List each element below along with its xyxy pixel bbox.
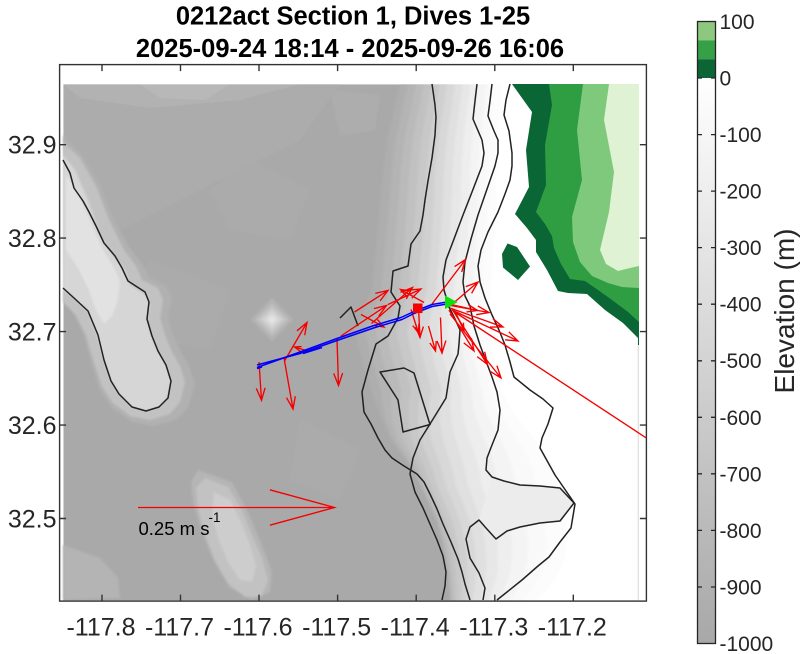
svg-text:2025-09-24 18:14 - 2025-09-26: 2025-09-24 18:14 - 2025-09-26 16:06 (136, 35, 564, 63)
svg-text:32.8: 32.8 (8, 225, 57, 253)
svg-text:-300: -300 (720, 237, 762, 260)
svg-text:0.25 m s: 0.25 m s (139, 518, 210, 539)
svg-text:-117.6: -117.6 (223, 614, 292, 642)
svg-text:-200: -200 (720, 181, 762, 204)
svg-text:-100: -100 (720, 124, 762, 147)
svg-text:-900: -900 (720, 577, 762, 600)
svg-text:32.6: 32.6 (8, 412, 57, 440)
svg-text:32.7: 32.7 (8, 319, 57, 347)
svg-text:-400: -400 (720, 294, 762, 317)
svg-text:-1: -1 (209, 510, 221, 525)
svg-text:0212act Section 1, Dives 1-25: 0212act Section 1, Dives 1-25 (176, 3, 530, 31)
svg-text:-117.8: -117.8 (66, 614, 135, 642)
svg-text:-117.2: -117.2 (538, 614, 607, 642)
svg-text:-500: -500 (720, 350, 762, 373)
svg-text:-1000: -1000 (720, 633, 774, 654)
svg-text:0: 0 (720, 68, 732, 91)
svg-text:-117.5: -117.5 (302, 614, 371, 642)
svg-text:-117.3: -117.3 (459, 614, 528, 642)
svg-text:Elevation (m): Elevation (m) (769, 229, 800, 394)
svg-text:32.5: 32.5 (8, 505, 57, 533)
svg-text:-800: -800 (720, 520, 762, 543)
svg-text:32.9: 32.9 (8, 132, 57, 160)
svg-text:-600: -600 (720, 407, 762, 430)
svg-text:100: 100 (720, 11, 755, 34)
svg-text:-117.4: -117.4 (381, 614, 450, 642)
svg-text:-700: -700 (720, 463, 762, 486)
svg-text:-117.7: -117.7 (145, 614, 214, 642)
